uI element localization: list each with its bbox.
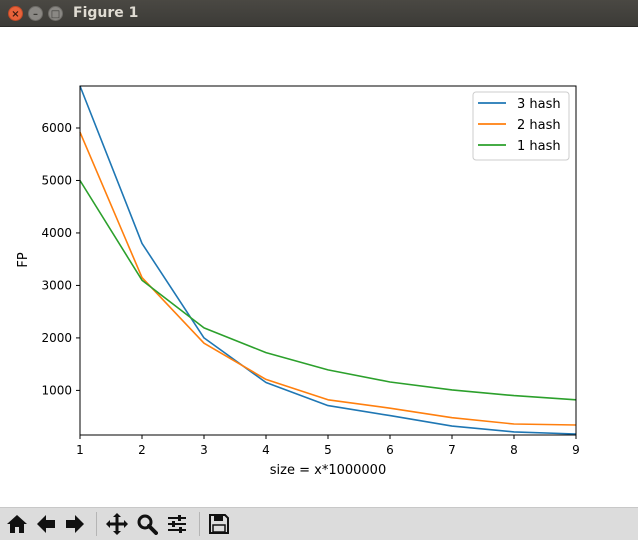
navigation-toolbar xyxy=(0,507,638,540)
legend: 3 hash 2 hash 1 hash xyxy=(472,91,570,161)
x-axis-label: size = x*1000000 xyxy=(270,463,386,478)
x-tick-label: 7 xyxy=(448,443,456,457)
series-line-2 xyxy=(79,131,577,426)
x-tick-label: 2 xyxy=(138,443,146,457)
save-button[interactable] xyxy=(206,511,232,537)
series-layer xyxy=(79,85,577,435)
x-tick-label: 5 xyxy=(324,443,332,457)
title-bar: × – □ Figure 1 xyxy=(0,0,638,27)
x-tick-label: 9 xyxy=(572,443,580,457)
legend-label: 3 hash xyxy=(517,97,561,112)
toolbar-separator xyxy=(199,512,200,536)
legend-label: 1 hash xyxy=(517,139,561,154)
x-ticks: 1 2 3 4 5 6 7 8 9 xyxy=(76,435,580,457)
window-title: Figure 1 xyxy=(73,5,139,21)
legend-box xyxy=(472,91,570,161)
zoom-button[interactable] xyxy=(134,511,160,537)
close-window-button[interactable]: × xyxy=(8,6,23,21)
back-icon xyxy=(37,515,55,533)
x-tick-label: 8 xyxy=(510,443,518,457)
zoom-icon xyxy=(137,514,158,535)
y-ticks: 1000 2000 3000 4000 5000 6000 xyxy=(41,121,80,397)
series-line-1 xyxy=(79,85,577,435)
home-button[interactable] xyxy=(4,511,30,537)
y-tick-label: 6000 xyxy=(41,121,72,135)
maximize-window-button[interactable]: □ xyxy=(48,6,63,21)
home-icon xyxy=(7,515,27,533)
forward-icon xyxy=(66,515,84,533)
figure-canvas[interactable]: 1 2 3 4 5 6 7 8 9 1000 2000 3000 4000 5000 6000 size … xyxy=(0,27,638,507)
series-line-3 xyxy=(79,180,577,401)
pan-button[interactable] xyxy=(104,511,130,537)
y-axis-label: FP xyxy=(16,252,31,267)
x-tick-label: 4 xyxy=(262,443,270,457)
minimize-window-button[interactable]: – xyxy=(28,6,43,21)
pan-icon xyxy=(106,513,128,535)
legend-label: 2 hash xyxy=(517,118,561,133)
x-tick-label: 6 xyxy=(386,443,394,457)
back-button[interactable] xyxy=(33,511,59,537)
configure-subplots-button[interactable] xyxy=(164,511,190,537)
y-tick-label: 1000 xyxy=(41,383,72,397)
x-tick-label: 3 xyxy=(200,443,208,457)
y-tick-label: 2000 xyxy=(41,331,72,345)
y-tick-label: 3000 xyxy=(41,278,72,292)
y-tick-label: 4000 xyxy=(41,226,72,240)
forward-button[interactable] xyxy=(62,511,88,537)
x-tick-label: 1 xyxy=(76,443,84,457)
line-chart: 1 2 3 4 5 6 7 8 9 1000 2000 3000 4000 5000 6000 size … xyxy=(16,85,580,478)
y-tick-label: 5000 xyxy=(41,173,72,187)
configure-subplots-icon xyxy=(168,515,186,533)
toolbar-separator xyxy=(96,512,97,536)
save-icon xyxy=(209,514,229,534)
